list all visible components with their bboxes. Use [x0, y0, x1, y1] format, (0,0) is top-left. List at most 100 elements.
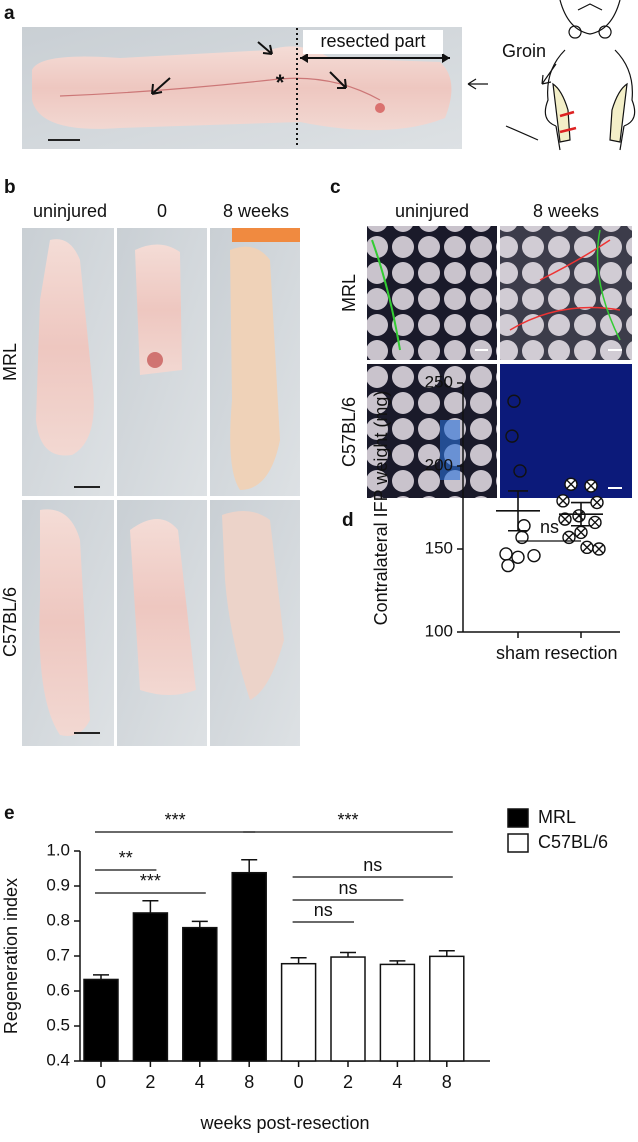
x-tick-label: 8: [244, 1072, 254, 1092]
panel-letter: b: [4, 177, 16, 198]
y-tick-label: 250: [425, 372, 453, 391]
significance-label: ns: [314, 900, 333, 920]
legend-label: C57BL/6: [538, 832, 608, 852]
legend-label: MRL: [538, 807, 576, 827]
x-tick-label: 8: [442, 1072, 452, 1092]
data-point: [511, 550, 525, 564]
error-bar: [340, 951, 356, 958]
data-point: [507, 394, 521, 408]
row-label: C57BL/6: [339, 397, 359, 467]
mouse-diagram: [467, 0, 638, 151]
error-bar: [142, 899, 159, 913]
label-bg: [303, 30, 443, 54]
x-tick-label: 2: [343, 1072, 353, 1092]
data-point: [574, 525, 588, 540]
error-bar: [290, 957, 307, 964]
data-point: [501, 558, 515, 573]
x-tick-label: 4: [195, 1072, 205, 1092]
bar: [379, 963, 416, 1062]
asterisk: *: [276, 70, 285, 95]
error-bar: [93, 974, 109, 980]
y-tick-label: 0.8: [46, 910, 70, 929]
y-tick-label: 0.5: [46, 1015, 70, 1034]
data-point: [590, 495, 604, 510]
error-bar: [191, 920, 208, 928]
point-cross: [590, 517, 600, 527]
data-point: [527, 548, 541, 563]
data-point: [572, 509, 586, 523]
point-cross: [586, 481, 596, 491]
panel-letter: a: [4, 3, 15, 24]
y-axis-title: Regeneration index: [1, 878, 21, 1034]
x-tick-label: 4: [392, 1072, 402, 1092]
y-tick-label: 0.4: [46, 1050, 70, 1069]
panel-letter: d: [342, 510, 354, 531]
legend-swatch: [507, 808, 529, 828]
point-cross: [566, 479, 576, 489]
bar: [132, 912, 169, 1062]
row-label: MRL: [339, 274, 359, 312]
y-tick-label: 100: [425, 621, 453, 640]
bar: [330, 956, 366, 1062]
error-bar: [508, 490, 528, 532]
legend-swatch: [507, 833, 529, 853]
bar: [280, 962, 317, 1062]
significance-label: **: [119, 848, 133, 868]
data-point: [499, 547, 513, 561]
column-label: 8 weeks: [223, 201, 289, 221]
row-label: MRL: [0, 343, 20, 381]
bar: [429, 955, 465, 1062]
column-label: 0: [157, 201, 167, 221]
x-tick-label: 0: [294, 1072, 304, 1092]
panel-letter: e: [4, 803, 15, 824]
resected-label: resected part: [320, 31, 425, 51]
bar: [182, 926, 218, 1062]
error-bar: [438, 950, 455, 957]
y-tick-label: 1.0: [46, 840, 70, 859]
micrographs-c: [367, 226, 632, 498]
point-cross: [594, 544, 604, 554]
significance-label: ns: [363, 855, 382, 875]
y-tick-label: 200: [425, 455, 453, 474]
significance-label: ns: [540, 517, 559, 537]
data-point: [584, 479, 598, 493]
significance-label: ***: [337, 810, 358, 830]
bar: [231, 871, 267, 1062]
x-tick-label: sham: [496, 643, 540, 663]
data-point: [592, 542, 606, 556]
data-point: [588, 515, 602, 530]
x-tick-label: resection: [544, 643, 617, 663]
point-cross: [582, 542, 592, 552]
error-bar: [241, 859, 258, 873]
error-bar: [571, 501, 591, 527]
data-point: [580, 540, 594, 555]
y-tick-label: 0.6: [46, 980, 70, 999]
significance-label: ns: [338, 878, 357, 898]
groin-label: Groin: [502, 41, 546, 61]
data-point: [513, 464, 527, 478]
point-cross: [558, 496, 568, 506]
column-label: 8 weeks: [533, 201, 599, 221]
x-tick-label: 2: [145, 1072, 155, 1092]
data-point: [558, 512, 572, 526]
significance-label: ***: [165, 810, 186, 830]
y-tick-label: 0.7: [46, 945, 70, 964]
bar: [83, 978, 119, 1062]
data-point: [505, 429, 519, 443]
x-axis-title: weeks post-resection: [199, 1113, 369, 1133]
significance-label: ***: [140, 871, 161, 891]
y-tick-label: 0.9: [46, 875, 70, 894]
row-label: C57BL/6: [0, 587, 20, 657]
point-cross: [592, 498, 602, 508]
column-label: uninjured: [33, 201, 107, 221]
panel-letter: c: [330, 177, 341, 198]
data-point: [556, 494, 570, 508]
photos-b: [22, 228, 300, 746]
x-tick-label: 0: [96, 1072, 106, 1092]
column-label: uninjured: [395, 201, 469, 221]
y-tick-label: 150: [425, 538, 453, 557]
point-cross: [564, 532, 574, 542]
point-cross: [560, 514, 570, 524]
data-point: [564, 477, 578, 491]
